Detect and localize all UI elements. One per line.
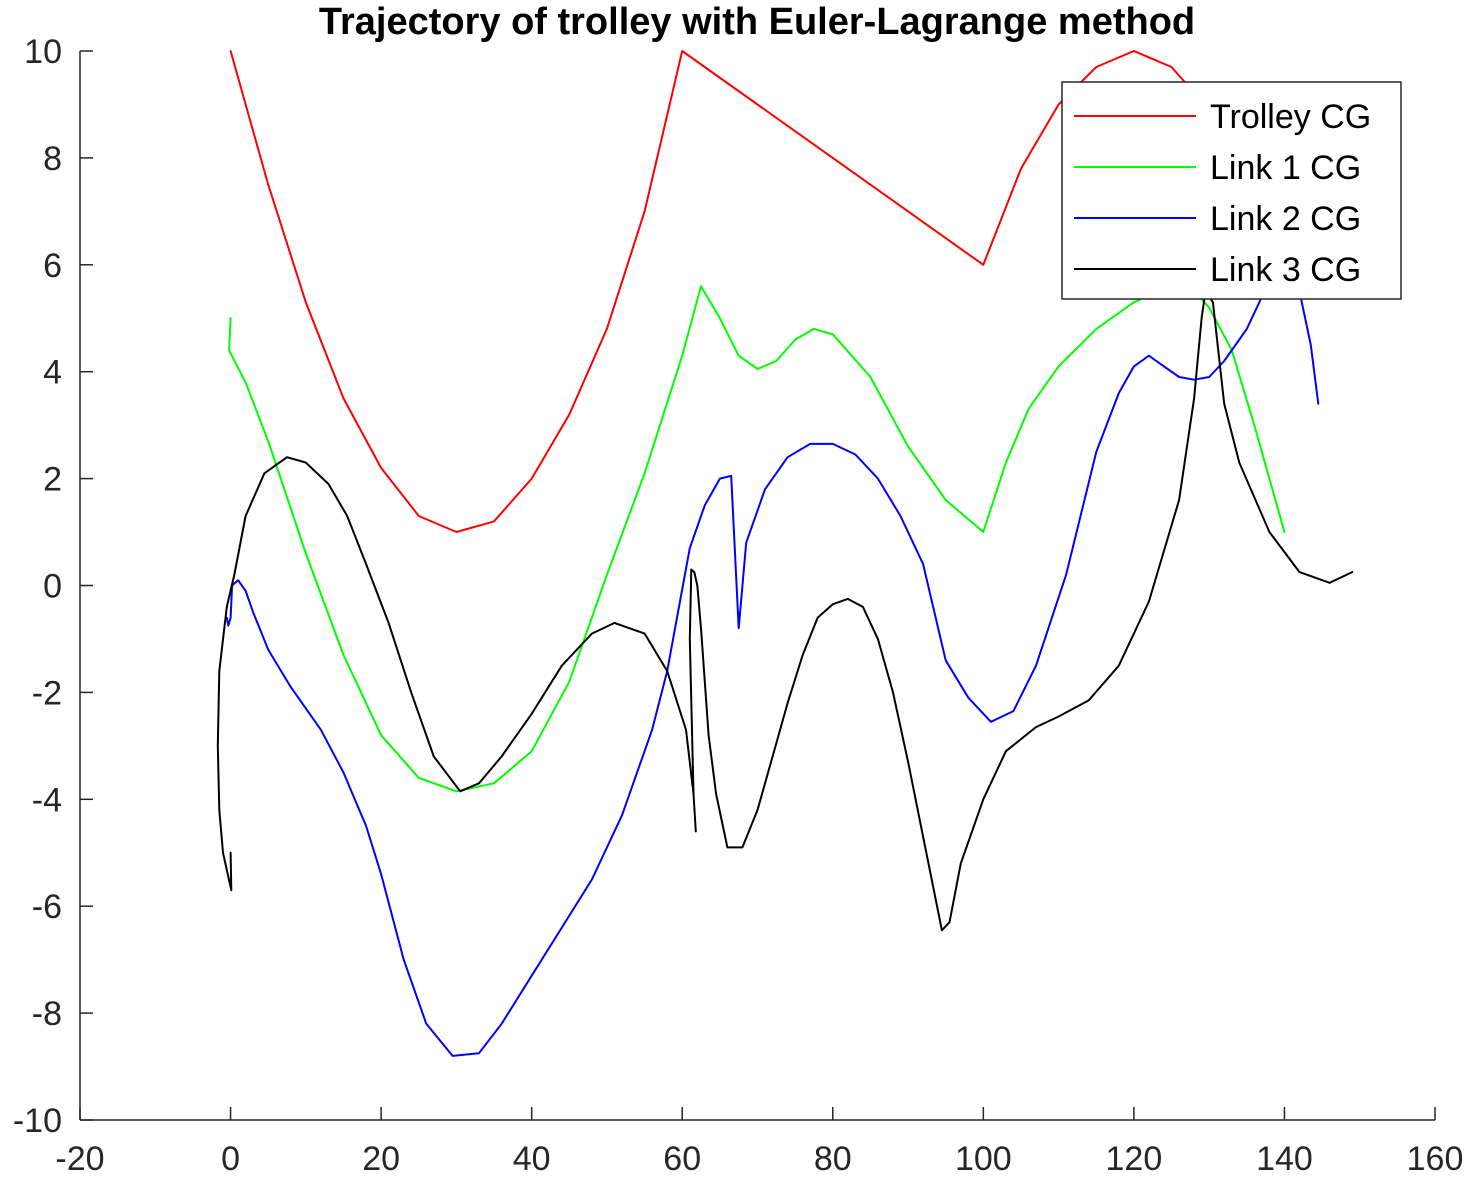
y-tick-label: -6: [32, 888, 62, 926]
x-tick-label: 40: [513, 1140, 551, 1178]
chart-title: Trajectory of trolley with Euler-Lagrang…: [319, 1, 1195, 43]
x-tick-label: 140: [1256, 1140, 1313, 1178]
x-tick-label: -20: [55, 1140, 104, 1178]
x-tick-label: 100: [955, 1140, 1012, 1178]
y-tick-label: 2: [43, 461, 62, 499]
x-tick-label: 60: [663, 1140, 701, 1178]
x-tick-label: 20: [362, 1140, 400, 1178]
legend-label: Trolley CG: [1210, 98, 1371, 136]
legend-label: Link 1 CG: [1210, 149, 1361, 187]
legend-label: Link 3 CG: [1210, 251, 1361, 289]
axes: -20 0 20 40 60 80 100 120 140 160-10-8-6-4-202468…: [13, 33, 1464, 1178]
y-tick-label: 0: [43, 568, 62, 606]
x-tick-label: 0: [221, 1140, 240, 1178]
y-tick-label: 4: [43, 354, 62, 392]
series-line-4: [216, 290, 1354, 932]
y-tick-label: -10: [13, 1102, 62, 1140]
legend-box: [1061, 81, 1402, 300]
y-tick-label: 10: [24, 33, 62, 71]
y-tick-label: -4: [32, 781, 62, 819]
y-tick-label: -2: [32, 674, 62, 712]
x-tick-label: 80: [814, 1140, 852, 1178]
y-tick-label: -8: [32, 995, 62, 1033]
series-line-3: [225, 269, 1320, 1057]
legend-label: Link 2 CG: [1210, 200, 1361, 238]
series-line-2: [228, 285, 1286, 793]
x-tick-label: 160: [1407, 1140, 1464, 1178]
legend: Trolley CG Link 1 CG Link 2 CG Link 3 CG: [1061, 81, 1402, 300]
y-tick-label: 6: [43, 247, 62, 285]
y-tick-label: 8: [43, 140, 62, 178]
x-tick-label: 120: [1106, 1140, 1163, 1178]
